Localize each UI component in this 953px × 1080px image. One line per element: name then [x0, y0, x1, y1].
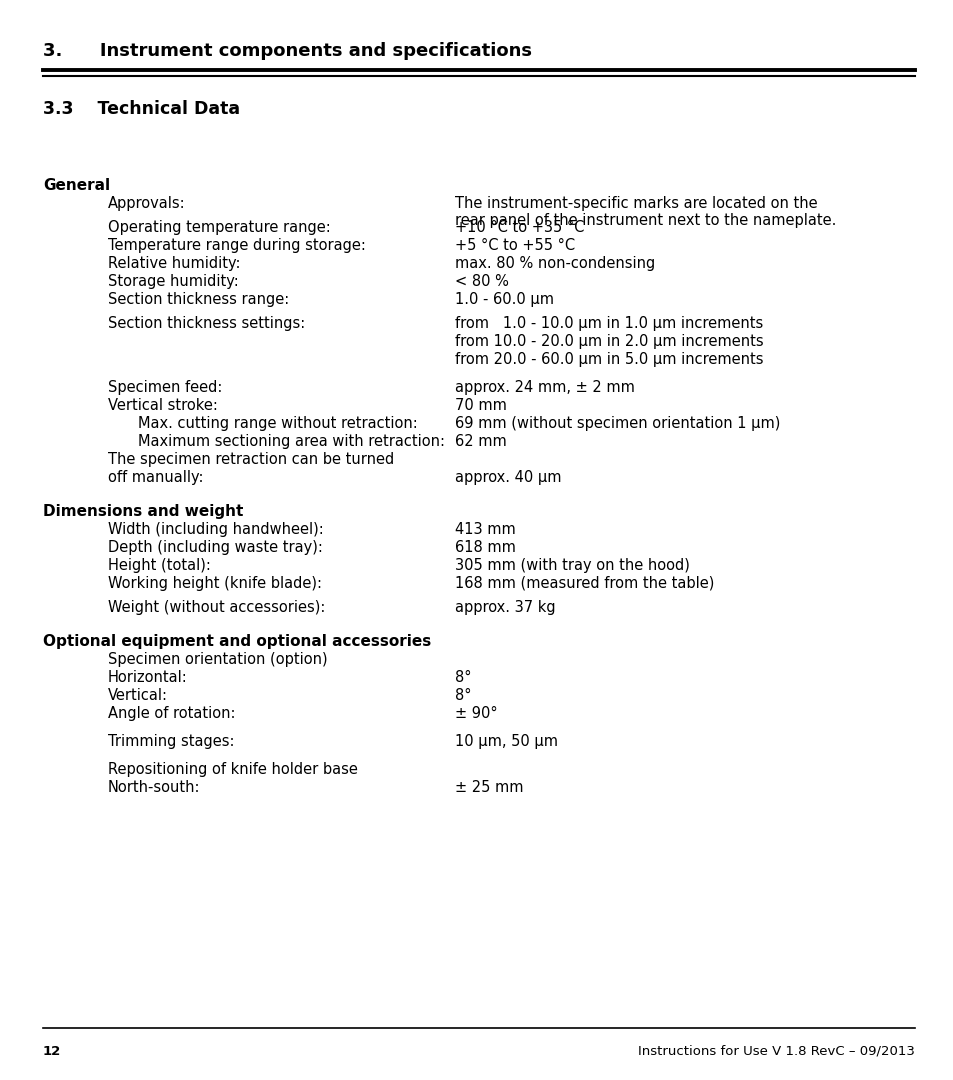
- Text: Depth (including waste tray):: Depth (including waste tray):: [108, 540, 322, 555]
- Text: Horizontal:: Horizontal:: [108, 670, 188, 685]
- Text: max. 80 % non-condensing: max. 80 % non-condensing: [455, 256, 655, 271]
- Text: Section thickness range:: Section thickness range:: [108, 292, 289, 307]
- Text: 168 mm (measured from the table): 168 mm (measured from the table): [455, 576, 714, 591]
- Text: Working height (knife blade):: Working height (knife blade):: [108, 576, 322, 591]
- Text: Relative humidity:: Relative humidity:: [108, 256, 240, 271]
- Text: The specimen retraction can be turned: The specimen retraction can be turned: [108, 453, 394, 467]
- Text: Trimming stages:: Trimming stages:: [108, 734, 234, 750]
- Text: Maximum sectioning area with retraction:: Maximum sectioning area with retraction:: [138, 434, 444, 449]
- Text: Instructions for Use V 1.8 RevC – 09/2013: Instructions for Use V 1.8 RevC – 09/201…: [638, 1045, 914, 1058]
- Text: Vertical stroke:: Vertical stroke:: [108, 399, 217, 413]
- Text: +5 °C to +55 °C: +5 °C to +55 °C: [455, 238, 575, 253]
- Text: approx. 40 μm: approx. 40 μm: [455, 470, 561, 485]
- Text: 3.      Instrument components and specifications: 3. Instrument components and specificati…: [43, 42, 532, 60]
- Text: 618 mm: 618 mm: [455, 540, 516, 555]
- Text: Vertical:: Vertical:: [108, 688, 168, 703]
- Text: 62 mm: 62 mm: [455, 434, 506, 449]
- Text: Width (including handwheel):: Width (including handwheel):: [108, 522, 323, 537]
- Text: Max. cutting range without retraction:: Max. cutting range without retraction:: [138, 416, 417, 431]
- Text: Height (total):: Height (total):: [108, 558, 211, 573]
- Text: Dimensions and weight: Dimensions and weight: [43, 504, 243, 519]
- Text: North-south:: North-south:: [108, 780, 200, 795]
- Text: off manually:: off manually:: [108, 470, 203, 485]
- Text: 69 mm (without specimen orientation 1 μm): 69 mm (without specimen orientation 1 μm…: [455, 416, 780, 431]
- Text: ± 90°: ± 90°: [455, 706, 497, 721]
- Text: 70 mm: 70 mm: [455, 399, 506, 413]
- Text: 305 mm (with tray on the hood): 305 mm (with tray on the hood): [455, 558, 689, 573]
- Text: Angle of rotation:: Angle of rotation:: [108, 706, 235, 721]
- Text: The instrument-specific marks are located on the
rear panel of the instrument ne: The instrument-specific marks are locate…: [455, 195, 836, 228]
- Text: approx. 37 kg: approx. 37 kg: [455, 600, 555, 615]
- Text: Optional equipment and optional accessories: Optional equipment and optional accessor…: [43, 634, 431, 649]
- Text: General: General: [43, 178, 110, 193]
- Text: Specimen orientation (option): Specimen orientation (option): [108, 652, 327, 667]
- Text: Approvals:: Approvals:: [108, 195, 186, 211]
- Text: 12: 12: [43, 1045, 61, 1058]
- Text: 413 mm: 413 mm: [455, 522, 516, 537]
- Text: approx. 24 mm, ± 2 mm: approx. 24 mm, ± 2 mm: [455, 380, 634, 395]
- Text: 8°: 8°: [455, 688, 471, 703]
- Text: 10 μm, 50 μm: 10 μm, 50 μm: [455, 734, 558, 750]
- Text: +10 °C to +35 °C: +10 °C to +35 °C: [455, 220, 584, 235]
- Text: Storage humidity:: Storage humidity:: [108, 274, 238, 289]
- Text: from 20.0 - 60.0 μm in 5.0 μm increments: from 20.0 - 60.0 μm in 5.0 μm increments: [455, 352, 762, 367]
- Text: Repositioning of knife holder base: Repositioning of knife holder base: [108, 762, 357, 777]
- Text: Specimen feed:: Specimen feed:: [108, 380, 222, 395]
- Text: Weight (without accessories):: Weight (without accessories):: [108, 600, 325, 615]
- Text: ± 25 mm: ± 25 mm: [455, 780, 523, 795]
- Text: 8°: 8°: [455, 670, 471, 685]
- Text: Section thickness settings:: Section thickness settings:: [108, 316, 305, 330]
- Text: Temperature range during storage:: Temperature range during storage:: [108, 238, 366, 253]
- Text: from 10.0 - 20.0 μm in 2.0 μm increments: from 10.0 - 20.0 μm in 2.0 μm increments: [455, 334, 762, 349]
- Text: 3.3    Technical Data: 3.3 Technical Data: [43, 100, 240, 118]
- Text: from   1.0 - 10.0 μm in 1.0 μm increments: from 1.0 - 10.0 μm in 1.0 μm increments: [455, 316, 762, 330]
- Text: < 80 %: < 80 %: [455, 274, 508, 289]
- Text: 1.0 - 60.0 μm: 1.0 - 60.0 μm: [455, 292, 554, 307]
- Text: Operating temperature range:: Operating temperature range:: [108, 220, 331, 235]
